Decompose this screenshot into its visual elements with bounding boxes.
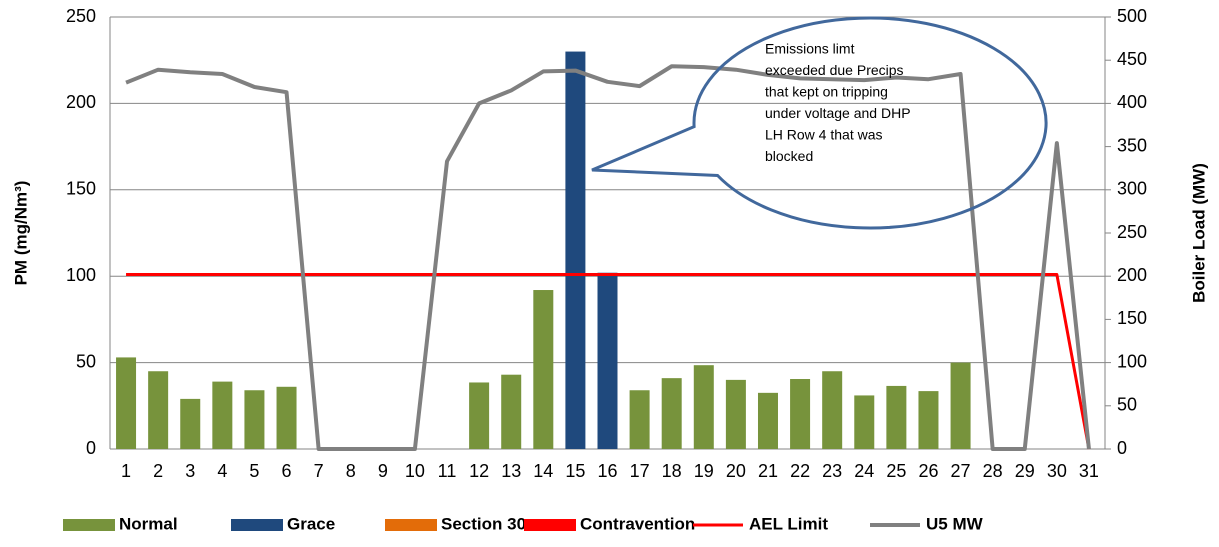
- bar: [822, 371, 843, 449]
- annotation-text: that kept on tripping: [765, 84, 888, 100]
- legend-label: Normal: [119, 514, 178, 533]
- y-tick-label: 200: [66, 92, 96, 112]
- bar: [790, 379, 811, 449]
- bar: [693, 365, 714, 449]
- bar: [854, 395, 875, 449]
- y-tick-label: 50: [76, 351, 96, 371]
- bar: [244, 390, 265, 449]
- y2-tick-label: 50: [1117, 395, 1137, 415]
- y2-tick-label: 500: [1117, 6, 1147, 26]
- x-tick-label: 19: [694, 461, 714, 481]
- x-tick-label: 8: [346, 461, 356, 481]
- x-tick-label: 14: [533, 461, 553, 481]
- x-tick-label: 25: [886, 461, 906, 481]
- x-tick-label: 29: [1015, 461, 1035, 481]
- x-tick-label: 24: [854, 461, 874, 481]
- bar: [757, 392, 778, 449]
- x-tick-label: 27: [951, 461, 971, 481]
- bar: [533, 290, 554, 449]
- y2-tick-label: 450: [1117, 49, 1147, 69]
- annotation-text: under voltage and DHP: [765, 105, 911, 121]
- y2-tick-label: 200: [1117, 265, 1147, 285]
- callout: [591, 16, 1048, 230]
- annotation-text: exceeded due Precips: [765, 62, 904, 78]
- x-tick-label: 22: [790, 461, 810, 481]
- x-tick-label: 26: [918, 461, 938, 481]
- x-tick-label: 7: [314, 461, 324, 481]
- x-tick-label: 10: [405, 461, 425, 481]
- legend-swatch: [63, 519, 115, 531]
- bar: [116, 357, 137, 449]
- y2-axis-label: Boiler Load (MW): [1189, 163, 1208, 303]
- line: [125, 64, 1091, 451]
- legend-label: Section 30: [441, 514, 526, 533]
- x-tick-label: 15: [565, 461, 585, 481]
- bar: [469, 382, 490, 449]
- legend-label: Contravention: [580, 514, 695, 533]
- legend-label: Grace: [287, 514, 335, 533]
- x-tick-label: 30: [1047, 461, 1067, 481]
- bar: [725, 379, 746, 449]
- x-tick-label: 17: [630, 461, 650, 481]
- bar: [276, 386, 297, 449]
- x-tick-label: 20: [726, 461, 746, 481]
- x-tick-label: 9: [378, 461, 388, 481]
- x-tick-label: 12: [469, 461, 489, 481]
- x-tick-label: 6: [282, 461, 292, 481]
- annotation-text: blocked: [765, 148, 813, 164]
- bar: [918, 391, 939, 449]
- y2-tick-label: 0: [1117, 438, 1127, 458]
- legend-label: U5 MW: [926, 514, 984, 533]
- bar: [629, 390, 650, 449]
- annotation-text: LH Row 4 that was: [765, 127, 883, 143]
- y2-tick-label: 150: [1117, 308, 1147, 328]
- legend-swatch: [524, 519, 576, 531]
- bar: [501, 374, 522, 449]
- y2-tick-label: 250: [1117, 222, 1147, 242]
- y-tick-label: 100: [66, 265, 96, 285]
- annotation-text: Emissions limt: [765, 41, 855, 57]
- y2-tick-label: 100: [1117, 351, 1147, 371]
- bar: [597, 272, 618, 449]
- x-tick-label: 31: [1079, 461, 1099, 481]
- x-tick-label: 4: [217, 461, 227, 481]
- bar: [148, 371, 169, 449]
- bar: [212, 381, 233, 449]
- y2-tick-label: 350: [1117, 135, 1147, 155]
- y-tick-label: 0: [86, 438, 96, 458]
- bar: [180, 398, 201, 449]
- y-tick-label: 150: [66, 179, 96, 199]
- legend-swatch: [385, 519, 437, 531]
- x-tick-label: 18: [662, 461, 682, 481]
- y-axis-label: PM (mg/Nm³): [11, 181, 30, 286]
- x-tick-label: 16: [597, 461, 617, 481]
- x-tick-label: 11: [438, 461, 457, 481]
- line: [126, 272, 1091, 450]
- legend-label: AEL Limit: [749, 514, 828, 533]
- y2-tick-label: 400: [1117, 92, 1147, 112]
- x-tick-label: 28: [983, 461, 1003, 481]
- bar: [565, 51, 586, 450]
- x-tick-label: 2: [153, 461, 163, 481]
- bar: [661, 378, 682, 449]
- bar: [886, 385, 907, 449]
- x-tick-label: 13: [501, 461, 521, 481]
- x-tick-label: 5: [249, 461, 259, 481]
- x-tick-label: 3: [185, 461, 195, 481]
- x-tick-label: 23: [822, 461, 842, 481]
- legend-swatch: [231, 519, 283, 531]
- x-tick-label: 21: [758, 461, 778, 481]
- x-tick-label: 1: [121, 461, 131, 481]
- y-tick-label: 250: [66, 6, 96, 26]
- bar: [950, 362, 971, 449]
- y2-tick-label: 300: [1117, 179, 1147, 199]
